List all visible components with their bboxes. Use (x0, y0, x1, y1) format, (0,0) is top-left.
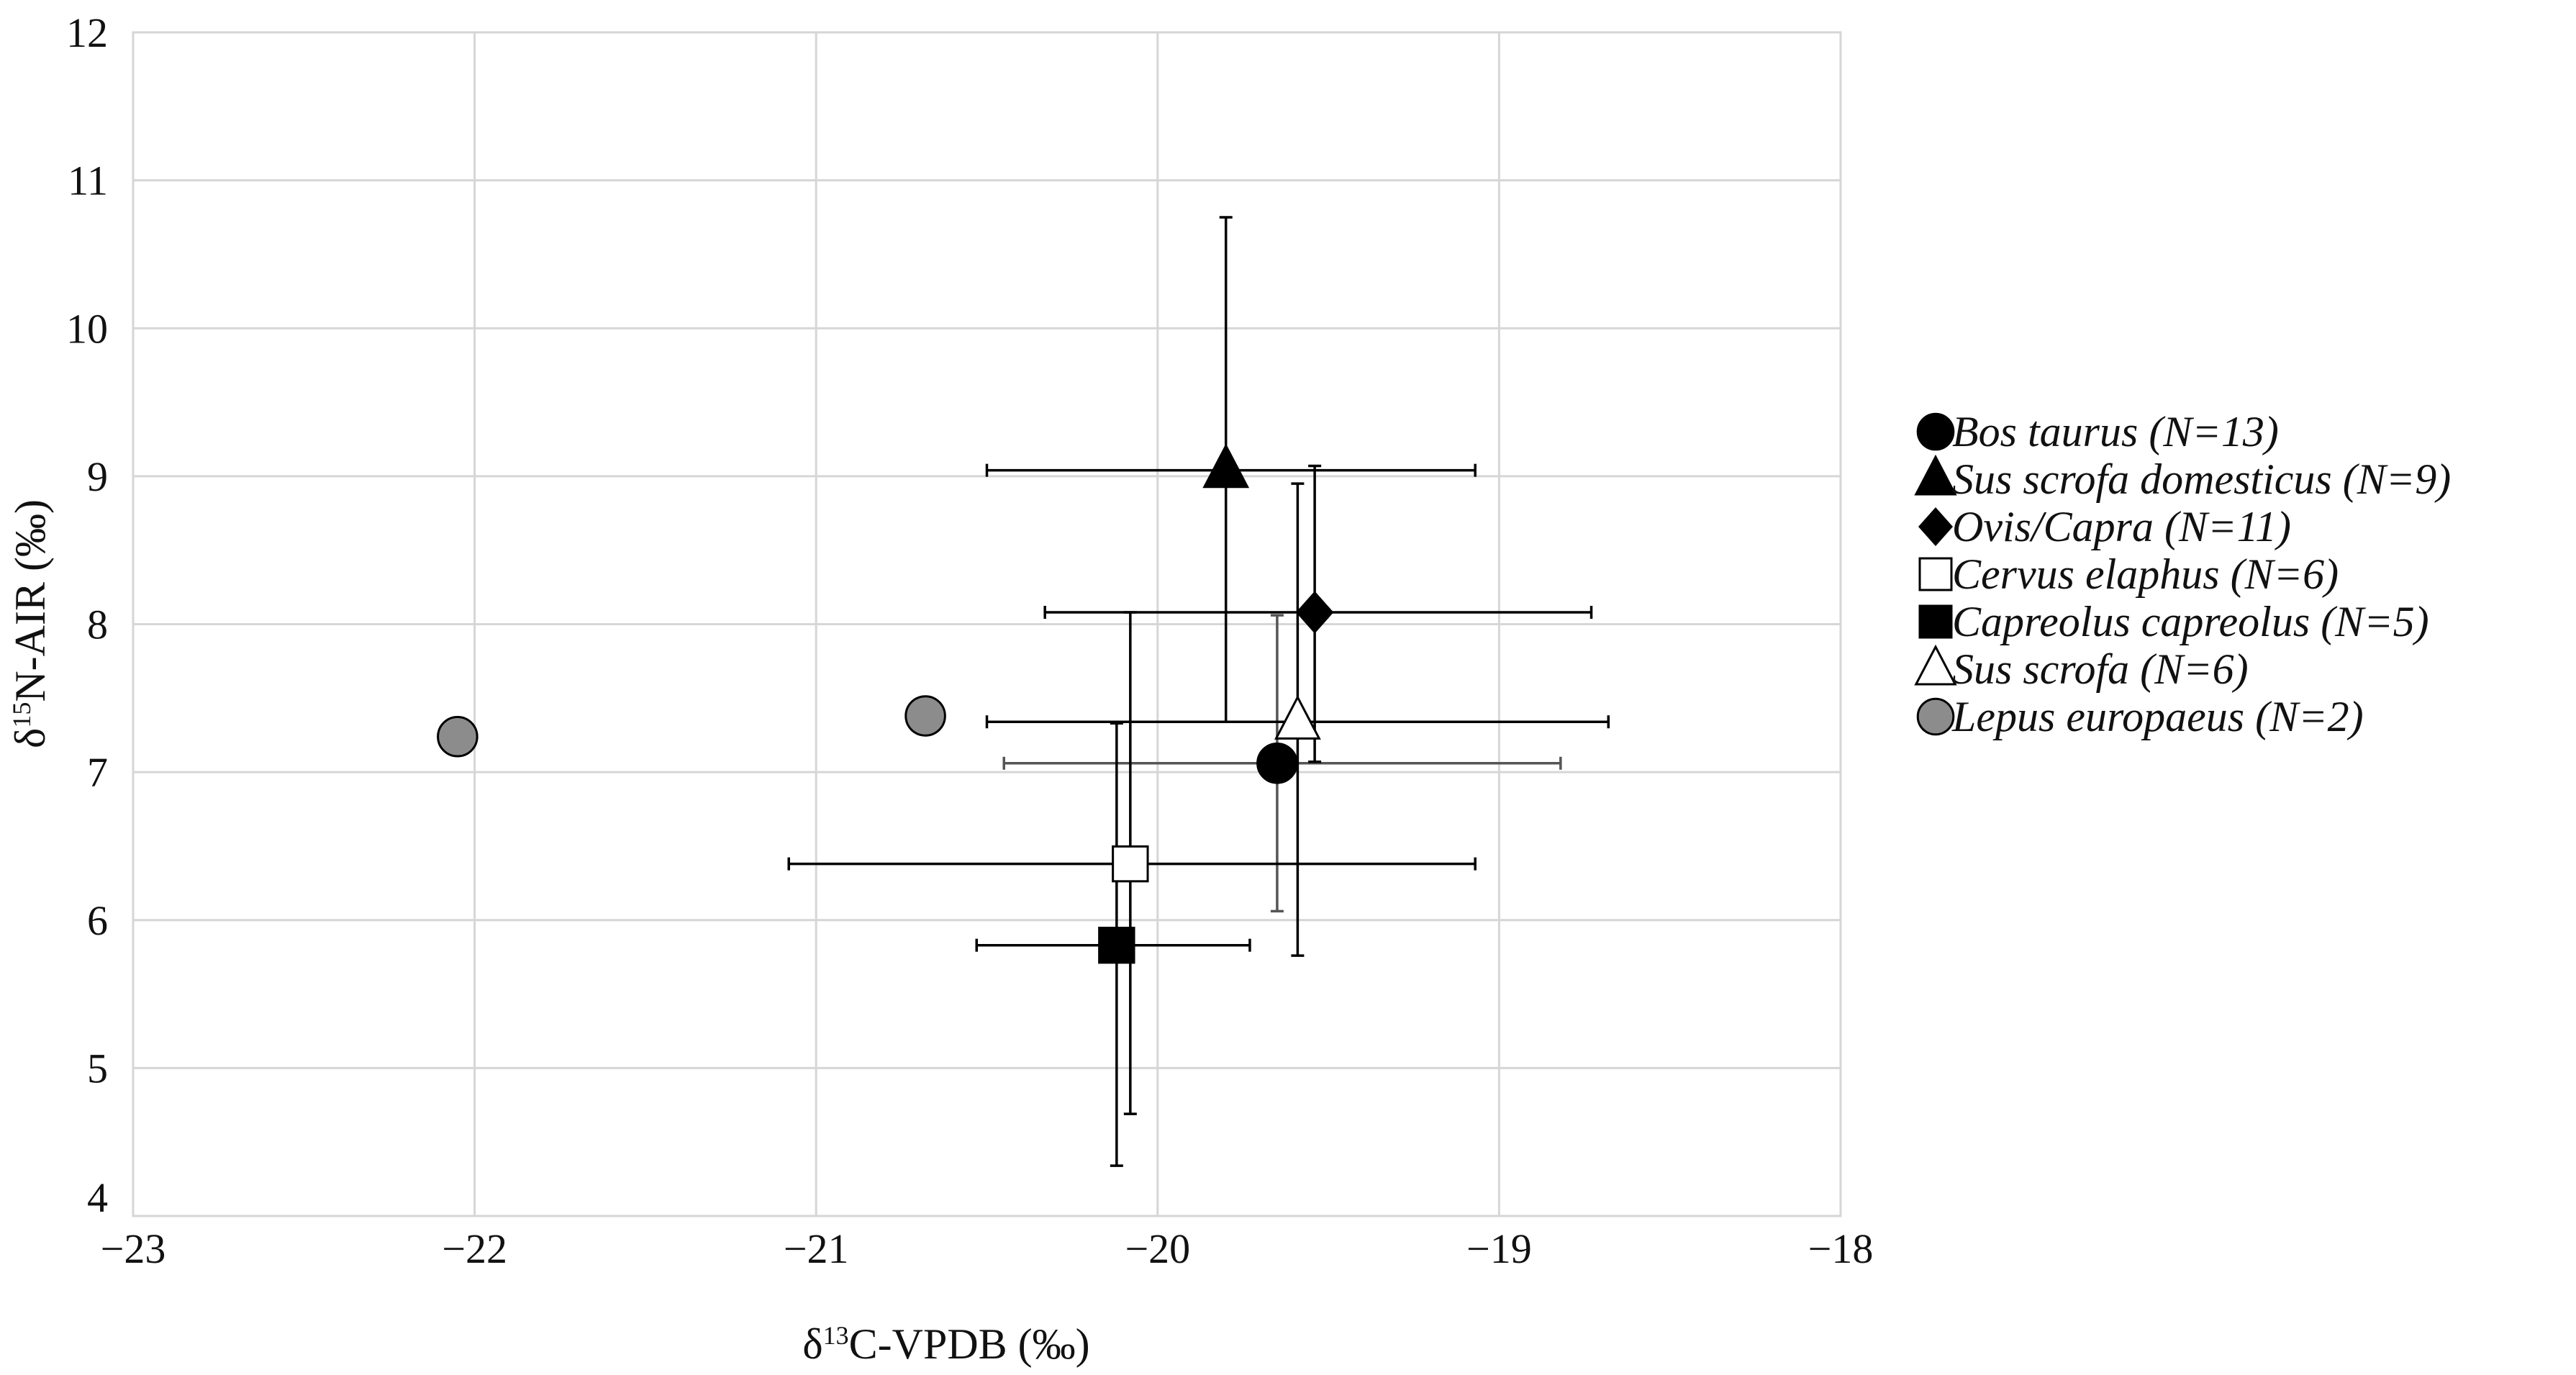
data-point-square (1112, 845, 1149, 883)
legend-marker-square (1918, 557, 1953, 591)
y-tick-label: 6 (87, 897, 108, 944)
y-tick-label: 10 (66, 305, 108, 352)
y-tick-label: 11 (68, 158, 108, 204)
data-point-circle (904, 695, 946, 737)
plot-area-frame (132, 31, 1842, 1217)
y-axis-title: δ15N-AIR (‰) (6, 499, 54, 748)
x-axis-ticks: −23 −22 −21 −20 −19 −18 (101, 1225, 1874, 1272)
legend: Bos taurus (N=13)Sus scrofa domesticus (… (1914, 408, 2451, 740)
x-tick-label: −22 (442, 1225, 507, 1272)
y-tick-label: 8 (87, 602, 108, 648)
legend-label: Sus scrofa domesticus (N=9) (1952, 455, 2451, 503)
legend-label: Ovis/Capra (N=11) (1952, 503, 2291, 550)
legend-marker-circle (1916, 412, 1955, 451)
error-bars (787, 216, 1610, 1167)
legend-marker-triangle (1914, 454, 1957, 496)
x-tick-label: −20 (1125, 1225, 1190, 1272)
data-markers (437, 443, 1334, 964)
y-tick-label: 7 (87, 749, 108, 796)
legend-label: Lepus europaeus (N=2) (1951, 693, 2364, 740)
data-point-square (1098, 927, 1135, 964)
legend-marker-square (1918, 604, 1953, 639)
data-point-circle (437, 715, 479, 758)
legend-marker-triangle (1914, 644, 1957, 686)
x-tick-label: −23 (101, 1225, 166, 1272)
legend-label: Bos taurus (N=13) (1952, 408, 2279, 455)
y-tick-label: 9 (87, 453, 108, 500)
legend-label: Sus scrofa (N=6) (1952, 645, 2249, 693)
legend-label: Cervus elaphus (N=6) (1952, 550, 2339, 598)
data-point-triangle (1274, 694, 1321, 740)
x-tick-label: −21 (784, 1225, 849, 1272)
legend-marker-diamond (1918, 507, 1954, 547)
x-axis-title: δ13C-VPDB (‰) (802, 1320, 1089, 1368)
data-point-triangle (1202, 443, 1250, 489)
data-point-circle (1256, 743, 1298, 784)
legend-marker-circle (1916, 697, 1955, 736)
y-tick-label: 12 (66, 9, 108, 56)
x-tick-label: −19 (1466, 1225, 1532, 1272)
x-tick-label: −18 (1808, 1225, 1874, 1272)
y-axis-ticks: 4 5 6 7 8 9 10 11 12 (66, 9, 108, 1221)
grid-lines (132, 31, 1842, 1217)
data-point-diamond (1295, 591, 1334, 634)
y-tick-label: 4 (87, 1174, 108, 1221)
legend-label: Capreolus capreolus (N=5) (1952, 598, 2429, 645)
y-tick-label: 5 (87, 1045, 108, 1092)
